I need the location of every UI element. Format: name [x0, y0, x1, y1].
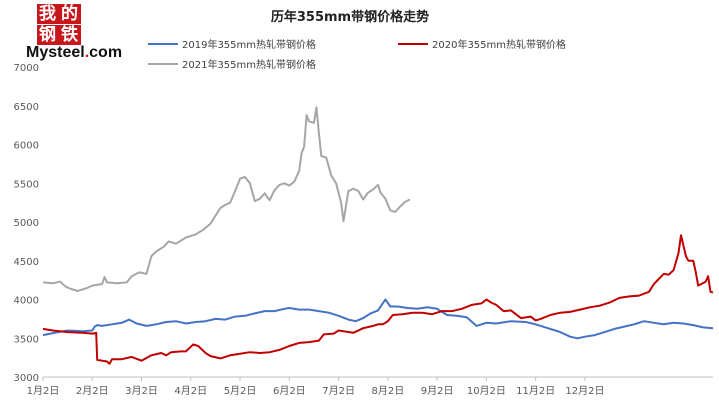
chart-title: 历年355mm带钢价格走势 — [271, 9, 429, 25]
legend-item-2: 2020年355mm热轧带钢价格 — [398, 38, 566, 51]
logo-english-text: Mysteel.com — [26, 44, 123, 61]
y-tick-label: 3500 — [14, 334, 39, 345]
x-tick-label: 3月2日 — [125, 385, 158, 397]
x-tick-label: 4月2日 — [174, 385, 207, 397]
mysteel-logo: 我的钢铁 Mysteel.com — [26, 4, 126, 66]
x-axis: 1月2日 2月2日 3月2日 4月2日 5月2日 6月2日 7月2日 8月2日 9月2日 10月2… — [27, 376, 713, 397]
legend-item-3: 2021年355mm热轧带钢价格 — [148, 58, 316, 71]
chart-legend: 2019年355mm热轧带钢价格 2020年355mm热轧带钢价格 2021年355… — [148, 38, 566, 71]
y-tick-label: 5000 — [14, 218, 39, 229]
y-tick-label: 7000 — [14, 63, 39, 74]
y-tick-label: 6500 — [14, 102, 39, 113]
y-tick-label: 5500 — [14, 179, 39, 190]
x-tick-label: 5月2日 — [224, 385, 257, 397]
x-tick-label: 8月2日 — [371, 385, 404, 397]
series-line-1 — [42, 298, 714, 340]
y-tick-label: 4000 — [14, 296, 39, 307]
legend-label: 2020年355mm热轧带钢价格 — [432, 38, 566, 51]
y-axis: 3000 3500 4000 4500 5000 5500 6000 6500 7000 — [14, 63, 39, 384]
logo-chinese-text: 我的钢铁 — [37, 4, 81, 45]
legend-label: 2019年355mm热轧带钢价格 — [182, 38, 316, 51]
x-tick-label: 10月2日 — [467, 385, 506, 397]
x-tick-label: 12月2日 — [565, 385, 604, 397]
x-tick-label: 9月2日 — [421, 385, 454, 397]
x-tick-label: 2月2日 — [76, 385, 109, 397]
x-tick-label: 11月2日 — [516, 385, 555, 397]
legend-label: 2021年355mm热轧带钢价格 — [182, 58, 316, 71]
legend-item-1: 2019年355mm热轧带钢价格 — [148, 38, 316, 51]
x-tick-label: 6月2日 — [273, 385, 306, 397]
y-tick-label: 6000 — [14, 141, 39, 152]
x-tick-label: 7月2日 — [322, 385, 355, 397]
series-layer — [42, 106, 714, 365]
series-line-3 — [42, 106, 411, 292]
x-tick-label: 1月2日 — [27, 385, 60, 397]
y-tick-label: 4500 — [14, 257, 39, 268]
y-tick-label: 3000 — [14, 373, 39, 384]
series-line-2 — [42, 234, 714, 365]
